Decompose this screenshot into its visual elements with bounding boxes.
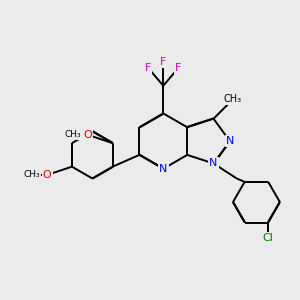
Text: O: O bbox=[43, 170, 51, 180]
Text: F: F bbox=[145, 63, 151, 73]
Text: CH₃: CH₃ bbox=[224, 94, 242, 104]
Text: CH₃: CH₃ bbox=[23, 170, 40, 179]
Text: Cl: Cl bbox=[263, 233, 274, 243]
Text: N: N bbox=[226, 136, 234, 146]
Text: CH₃: CH₃ bbox=[64, 130, 81, 140]
Text: N: N bbox=[209, 158, 218, 169]
Text: F: F bbox=[160, 57, 167, 67]
Text: F: F bbox=[175, 63, 182, 73]
Text: N: N bbox=[159, 164, 167, 174]
Text: O: O bbox=[83, 130, 92, 140]
